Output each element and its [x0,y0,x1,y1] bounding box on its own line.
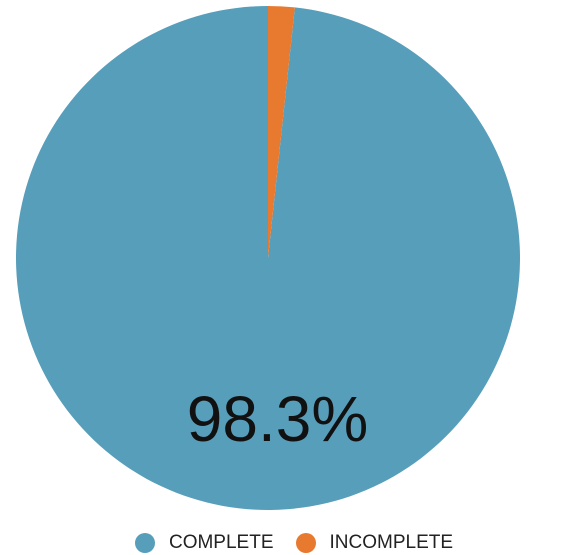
legend-marker-complete [134,532,155,553]
legend-label-complete: COMPLETE [168,531,274,553]
legend-label-incomplete: INCOMPLETE [329,531,454,553]
center-percentage-label: 98.3% [186,383,369,455]
legend-item-incomplete[interactable]: INCOMPLETE [295,531,454,554]
legend-item-complete[interactable]: COMPLETE [134,531,274,554]
legend: COMPLETE INCOMPLETE [0,530,588,555]
pie-slice-incomplete[interactable] [268,6,295,258]
legend-marker-incomplete [295,532,316,553]
